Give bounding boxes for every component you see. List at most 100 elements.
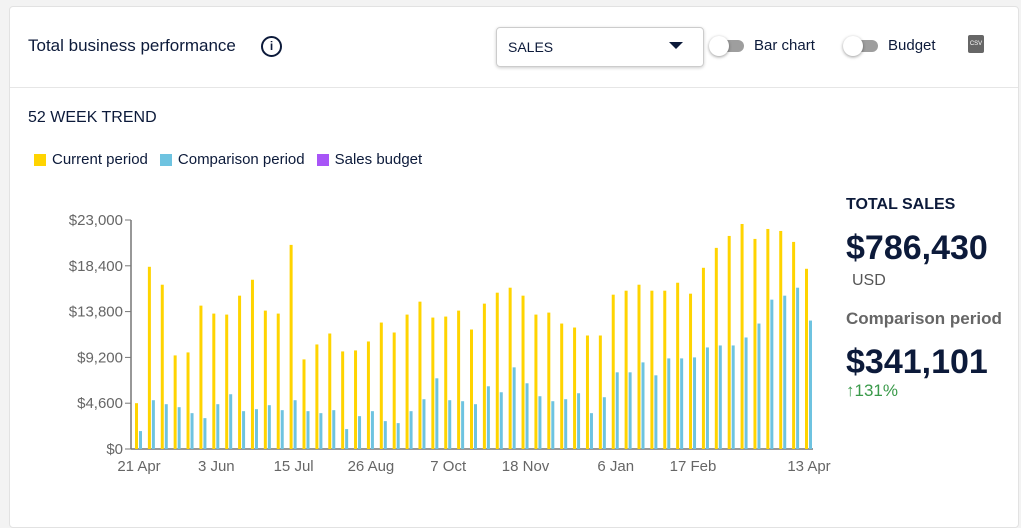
card-header: Total business performance i SALES Bar c…	[10, 7, 1018, 88]
comparison-label: Comparison period	[846, 309, 1002, 328]
csv-download-icon[interactable]: CSV	[968, 35, 984, 53]
bar-current	[637, 284, 641, 449]
bar-comparison	[744, 337, 748, 449]
bar-comparison	[718, 345, 722, 449]
bar-current	[392, 332, 396, 449]
bar-chart-toggle[interactable]	[709, 36, 744, 56]
y-tick-label: $13,800	[69, 304, 123, 321]
bar-comparison	[525, 383, 529, 449]
legend-label: Sales budget	[334, 151, 423, 168]
x-tick-label: 6 Jan	[597, 458, 634, 475]
legend-swatch	[316, 153, 329, 166]
bar-current	[482, 303, 486, 449]
bar-comparison	[731, 345, 735, 449]
bar-current	[676, 282, 680, 449]
budget-toggle-label: Budget	[888, 37, 936, 54]
bar-current	[315, 344, 319, 449]
y-tick-label: $4,600	[77, 395, 123, 412]
bar-comparison	[345, 429, 349, 449]
y-tick-label: $9,200	[77, 349, 123, 366]
bar-comparison	[280, 410, 284, 449]
bar-comparison	[293, 400, 297, 449]
section-title: 52 WEEK TREND	[28, 109, 157, 126]
info-icon[interactable]: i	[261, 36, 282, 57]
legend-budget[interactable]: Sales budget	[316, 151, 423, 168]
bar-current	[663, 290, 667, 449]
comparison-value: $341,101	[846, 343, 988, 381]
bar-current	[701, 267, 705, 449]
legend-swatch	[159, 153, 172, 166]
bar-comparison	[306, 411, 310, 449]
bar-current	[585, 335, 589, 449]
bar-current	[521, 295, 525, 449]
card-title: Total business performance	[28, 36, 236, 55]
bar-comparison	[139, 431, 142, 449]
bar-comparison	[332, 410, 336, 449]
y-tick-label: $23,000	[69, 212, 123, 229]
bar-current	[508, 287, 512, 449]
bar-chart-toggle-label: Bar chart	[754, 37, 815, 54]
legend-label: Comparison period	[177, 151, 305, 168]
x-tick-label: 17 Feb	[670, 458, 717, 475]
x-tick-label: 26 Aug	[348, 458, 395, 475]
bar-comparison	[242, 411, 246, 449]
y-tick-label: $0	[106, 441, 123, 458]
budget-toggle[interactable]	[843, 36, 878, 56]
bar-comparison	[461, 401, 465, 449]
bar-current	[779, 230, 783, 449]
bar-comparison	[654, 375, 658, 449]
change-percent: 131%	[854, 381, 898, 400]
x-tick-label: 7 Oct	[430, 458, 467, 475]
bar-comparison	[435, 378, 439, 449]
legend-current[interactable]: Current period	[34, 151, 148, 168]
bar-current	[276, 313, 280, 449]
bar-comparison	[254, 409, 258, 449]
bar-comparison	[216, 404, 220, 449]
bar-comparison	[512, 367, 516, 449]
bar-current	[341, 351, 345, 449]
bar-comparison	[448, 400, 452, 449]
bar-current	[250, 279, 254, 449]
bar-comparison	[203, 418, 207, 449]
bar-current	[418, 301, 422, 449]
y-tick-label: $18,400	[69, 258, 123, 275]
bar-comparison	[190, 413, 194, 449]
bar-current	[547, 312, 551, 449]
chart-legend: Current period Comparison period Sales b…	[34, 151, 422, 168]
bar-current	[740, 223, 744, 449]
currency-label: USD	[852, 272, 886, 289]
bar-current	[650, 290, 654, 449]
bar-current	[289, 244, 293, 449]
bar-current	[560, 323, 564, 449]
bar-current	[470, 329, 473, 449]
bar-current	[766, 228, 770, 449]
total-sales-label: TOTAL SALES	[846, 196, 956, 213]
bar-comparison	[796, 287, 800, 449]
bar-comparison	[396, 423, 400, 449]
legend-comparison[interactable]: Comparison period	[159, 151, 305, 168]
bar-comparison	[267, 405, 271, 449]
total-sales-value: $786,430	[846, 229, 988, 267]
legend-swatch	[34, 153, 46, 166]
x-tick-label: 18 Nov	[502, 458, 550, 475]
bar-comparison	[641, 362, 645, 449]
bar-comparison	[177, 407, 181, 449]
bar-comparison	[486, 386, 490, 449]
bar-comparison	[422, 399, 426, 449]
bar-comparison	[499, 392, 503, 449]
bar-comparison	[783, 295, 787, 449]
arrow-up-icon: ↑	[846, 381, 855, 400]
bar-current	[199, 305, 203, 449]
bar-comparison	[474, 404, 477, 449]
bar-comparison	[538, 396, 542, 449]
bar-comparison	[164, 404, 168, 449]
x-tick-label: 21 Apr	[117, 458, 160, 475]
bar-current	[302, 359, 306, 449]
bar-current	[624, 290, 628, 449]
bar-current	[495, 292, 499, 449]
bar-current	[727, 235, 731, 449]
bar-current	[714, 247, 718, 449]
legend-label: Current period	[52, 151, 148, 168]
metric-select[interactable]: SALES	[496, 27, 704, 67]
bar-current	[238, 295, 242, 449]
